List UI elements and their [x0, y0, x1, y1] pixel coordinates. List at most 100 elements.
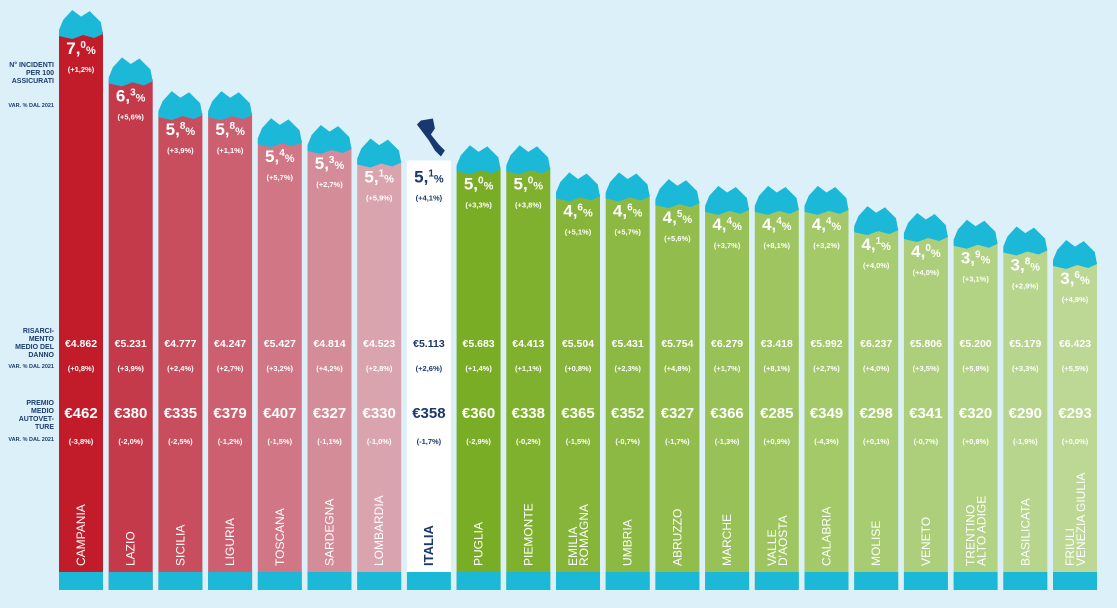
incidenti-var-basilicata: (+2,9%) [1012, 281, 1039, 290]
premio-var-lombardia: (-1,0%) [367, 437, 392, 446]
premio-value-veneto: €341 [909, 405, 942, 422]
region-name-abruzzo: ABRUZZO [670, 509, 684, 566]
incidenti-value-trentino-alto-adige: 3,9% [961, 249, 991, 268]
incidenti-var-lazio: (+5,6%) [117, 112, 144, 121]
risarcimento-var-italia: (+2,6%) [416, 364, 443, 373]
premio-var-sardegna: (-1,1%) [317, 437, 342, 446]
risarcimento-value-sardegna: €4.814 [313, 338, 345, 350]
bar-group-molise: 4,1% (+4,0%) €6.237 (+4,0%) €298 (+0,1%) MOLIS… [854, 206, 899, 591]
risarcimento-var-valle-d-aosta: (+8,1%) [764, 364, 791, 373]
premio-var-toscana: (-1,5%) [268, 437, 293, 446]
incidenti-var-italia: (+4,1%) [416, 194, 443, 203]
region-name-friuli-venezia-giulia: FRIULIVENEZIA GIULIA [1063, 473, 1088, 566]
premio-value-piemonte: €338 [512, 405, 545, 422]
premio-var-liguria: (-1,2%) [218, 437, 243, 446]
bar-group-basilicata: 3,8% (+2,9%) €5.179 (+3,3%) €290 (-1,9%) BASIL… [1003, 226, 1048, 590]
region-map-puglia [456, 145, 501, 175]
premio-var-valle-d-aosta: (+0,9%) [764, 437, 791, 446]
bar-sicilia [158, 113, 203, 591]
premio-value-valle-d-aosta: €285 [760, 405, 793, 422]
premio-value-basilicata: €290 [1009, 405, 1042, 422]
risarcimento-value-molise: €6.237 [860, 338, 892, 350]
region-name-basilicata: BASILICATA [1018, 498, 1032, 566]
incidenti-var-abruzzo: (+5,6%) [664, 234, 691, 243]
bar-group-calabria: 4,4% (+3,2%) €5.992 (+2,7%) €349 (-4,3%) CALAB… [804, 185, 849, 590]
premio-value-sardegna: €327 [313, 405, 346, 422]
premio-value-liguria: €379 [213, 405, 246, 422]
bar-strip-umbria [605, 572, 650, 590]
region-map-molise [854, 206, 899, 236]
risarcimento-var-puglia: (+1,4%) [465, 364, 492, 373]
incidenti-var-toscana: (+5,7%) [267, 173, 294, 182]
bar-strip-lombardia [357, 572, 402, 590]
risarcimento-value-italia: €5.113 [413, 338, 445, 350]
risarcimento-value-calabria: €5.992 [810, 338, 842, 350]
incidenti-var-marche: (+3,7%) [714, 241, 741, 250]
bar-basilicata [1003, 248, 1048, 590]
premio-var-abruzzo: (-1,7%) [665, 437, 690, 446]
bar-group-emilia-romagna: 4,6% (+5,1%) €5.504 (+0,8%) €365 (-1,5%) EMILI… [556, 172, 600, 590]
bar-group-campania: 7,0% (+1,2%) €4.862 (+0,8%) €462 (-3,8%) CAMPA… [59, 10, 103, 590]
bar-strip-piemonte [506, 572, 551, 590]
premio-value-friuli-venezia-giulia: €293 [1058, 405, 1091, 422]
bar-group-puglia: 5,0% (+3,3%) €5.683 (+1,4%) €360 (-2,9%) PUGLI… [456, 145, 501, 590]
premio-value-toscana: €407 [263, 405, 296, 422]
premio-var-campania: (-3,8%) [69, 437, 94, 446]
incidenti-value-liguria: 5,8% [215, 120, 245, 139]
risarcimento-value-veneto: €5.806 [910, 338, 942, 350]
bar-friuli-venezia-giulia [1053, 262, 1097, 590]
premio-var-calabria: (-4,3%) [814, 437, 839, 446]
premio-value-lazio: €380 [114, 405, 147, 422]
bar-group-sardegna: 5,3% (+2,7%) €4.814 (+4,2%) €327 (-1,1%) SARDE… [307, 125, 352, 590]
bar-umbria [605, 194, 650, 590]
incidenti-value-umbria: 4,6% [613, 201, 643, 220]
premio-var-sicilia: (-2,5%) [168, 437, 193, 446]
region-map-abruzzo [655, 179, 700, 209]
bar-strip-lazio [108, 572, 153, 590]
premio-var-puglia: (-2,9%) [466, 437, 491, 446]
premio-var-marche: (-1,3%) [715, 437, 740, 446]
incidenti-var-emilia-romagna: (+5,1%) [565, 227, 592, 236]
region-map-friuli-venezia-giulia [1053, 240, 1097, 269]
bar-group-lombardia: 5,1% (+5,9%) €4.523 (+2,8%) €330 (-1,0%) LOMBA… [357, 138, 402, 590]
premio-var-trentino-alto-adige: (+0,8%) [962, 437, 989, 446]
bar-lazio [108, 79, 153, 591]
risarcimento-var-abruzzo: (+4,8%) [664, 364, 691, 373]
risarcimento-var-basilicata: (+3,3%) [1012, 364, 1039, 373]
bar-sardegna [307, 147, 352, 590]
incidenti-var-valle-d-aosta: (+8,1%) [764, 241, 791, 250]
bar-toscana [257, 140, 302, 590]
region-map-emilia-romagna [556, 172, 600, 202]
bar-molise [854, 228, 899, 591]
bar-group-marche: 4,4% (+3,7%) €6.279 (+1,7%) €366 (-1,3%) MARCH… [705, 185, 750, 590]
incidenti-var-piemonte: (+3,8%) [515, 200, 542, 209]
bar-strip-molise [854, 572, 899, 590]
region-name-veneto: VENETO [919, 517, 933, 566]
premio-var-friuli-venezia-giulia: (+0,0%) [1062, 437, 1089, 446]
incidenti-value-basilicata: 3,8% [1011, 255, 1041, 274]
bar-strip-emilia-romagna [556, 572, 600, 590]
region-map-valle-d-aosta [754, 185, 799, 215]
label-risarcimento: RISARCI-MENTO MEDIO DEL DANNO [15, 328, 54, 359]
bar-strip-campania [59, 572, 103, 590]
bar-group-italia: 5,1% (+4,1%) €5.113 (+2,6%) €358 (-1,7%) ITALI… [406, 118, 451, 590]
bar-strip-valle-d-aosta [754, 572, 799, 590]
bar-strip-liguria [208, 572, 253, 590]
bar-strip-puglia [456, 572, 501, 590]
incidenti-var-sicilia: (+3,9%) [167, 146, 194, 155]
risarcimento-value-valle-d-aosta: €3.418 [761, 338, 793, 350]
risarcimento-var-campania: (+0,8%) [68, 364, 95, 373]
risarcimento-value-emilia-romagna: €5.504 [562, 338, 594, 350]
label-var-premio: VAR. % DAL 2021 [8, 437, 54, 443]
region-name-trentino-alto-adige: TRENTINOALTO ADIGE [964, 496, 989, 566]
bar-lombardia [357, 160, 402, 590]
risarcimento-var-lombardia: (+2,8%) [366, 364, 393, 373]
risarcimento-var-friuli-venezia-giulia: (+5,5%) [1062, 364, 1089, 373]
incidenti-value-emilia-romagna: 4,6% [563, 201, 593, 220]
incidenti-value-veneto: 4,0% [911, 242, 941, 261]
label-incidenti: N° INCIDENTI PER 100 ASSICURATI [9, 62, 54, 85]
bar-group-veneto: 4,0% (+4,0%) €5.806 (+3,5%) €341 (-0,7%) VENET… [903, 212, 948, 591]
region-name-lazio: LAZIO [124, 531, 138, 566]
risarcimento-value-abruzzo: €5.754 [661, 338, 693, 350]
